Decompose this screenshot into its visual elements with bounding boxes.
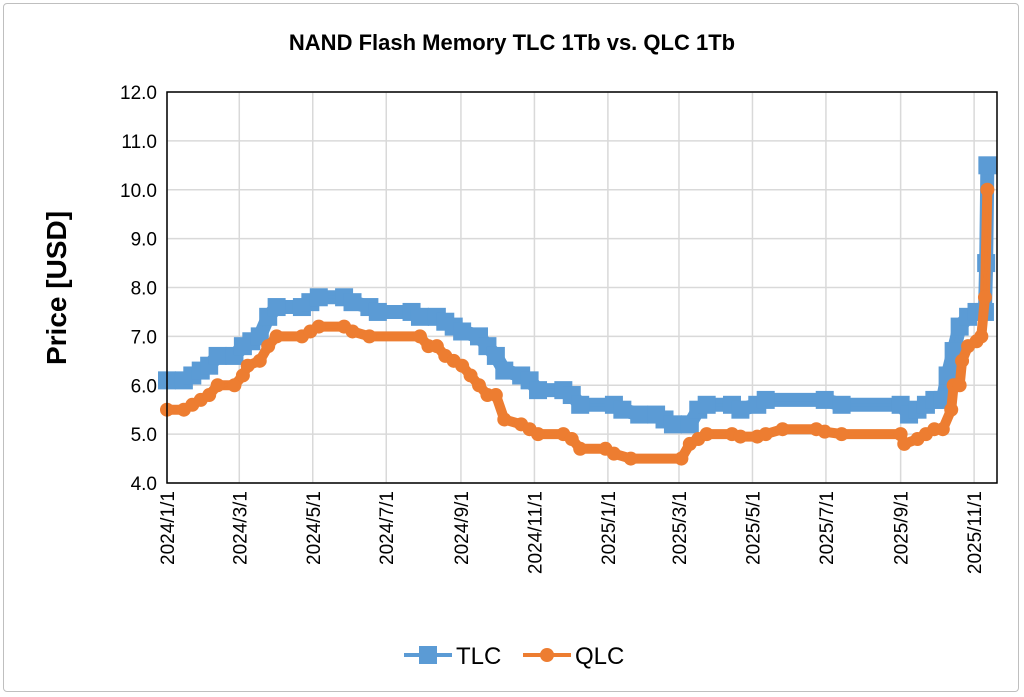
x-tick-labels: 2024/1/1 2024/3/1 2024/5/1 2024/7/1 2024/9/1… bbox=[158, 491, 986, 574]
data-point-qlc bbox=[980, 182, 995, 197]
x-tick-label: 2024/11/1 bbox=[525, 491, 546, 574]
data-point-qlc bbox=[834, 427, 849, 442]
data-point-qlc bbox=[210, 378, 225, 393]
y-tick-label: 12.0 bbox=[120, 83, 157, 104]
y-tick-label: 11.0 bbox=[121, 132, 157, 153]
data-point-qlc bbox=[758, 427, 773, 442]
legend-tlc-label: TLC bbox=[456, 643, 501, 670]
y-tick-label: 10.0 bbox=[120, 181, 157, 202]
data-point-qlc bbox=[488, 388, 503, 403]
data-point-qlc bbox=[531, 427, 546, 442]
data-point-tlc bbox=[756, 390, 775, 409]
data-point-tlc bbox=[410, 307, 429, 326]
y-tick-label: 7.0 bbox=[131, 327, 157, 348]
data-point-qlc bbox=[733, 429, 748, 444]
legend: TLC QLC bbox=[404, 643, 624, 670]
x-tick-label: 2025/9/1 bbox=[892, 491, 913, 565]
data-point-qlc bbox=[935, 422, 950, 437]
data-point-qlc bbox=[606, 446, 621, 461]
data-point-qlc bbox=[952, 378, 967, 393]
x-tick-label: 2024/5/1 bbox=[304, 491, 325, 565]
data-point-tlc bbox=[495, 361, 514, 380]
data-point-tlc bbox=[613, 400, 632, 419]
x-tick-label: 2024/9/1 bbox=[452, 491, 473, 565]
legend-qlc-label: QLC bbox=[575, 643, 624, 670]
data-point-qlc bbox=[564, 432, 579, 447]
x-tick-label: 2024/1/1 bbox=[158, 491, 179, 565]
data-point-qlc bbox=[429, 339, 444, 354]
series-tlc bbox=[158, 156, 997, 434]
data-point-qlc bbox=[252, 353, 267, 368]
data-point-tlc bbox=[680, 415, 699, 434]
x-tick-label: 2025/3/1 bbox=[670, 491, 691, 565]
legend-item-tlc: TLC bbox=[404, 643, 501, 670]
data-point-tlc bbox=[529, 381, 548, 400]
data-point-tlc bbox=[453, 322, 472, 341]
x-tick-label: 2025/5/1 bbox=[743, 491, 764, 565]
data-point-qlc bbox=[261, 339, 276, 354]
legend-tlc-marker bbox=[419, 646, 437, 664]
x-tick-label: 2024/7/1 bbox=[377, 491, 398, 565]
data-point-qlc bbox=[674, 451, 689, 466]
y-tick-label: 5.0 bbox=[131, 425, 157, 446]
y-tick-label: 6.0 bbox=[131, 376, 157, 397]
data-point-qlc bbox=[817, 424, 832, 439]
data-point-qlc bbox=[955, 353, 970, 368]
data-point-qlc bbox=[974, 329, 989, 344]
data-point-qlc bbox=[497, 412, 512, 427]
x-tick-label: 2025/1/1 bbox=[599, 491, 620, 565]
gridlines bbox=[166, 91, 997, 484]
y-tick-label: 9.0 bbox=[131, 230, 157, 251]
data-point-tlc bbox=[486, 346, 505, 365]
y-tick-labels: 4.0 5.0 6.0 7.0 8.0 9.0 10.0 11.0 12.0 bbox=[120, 83, 157, 495]
legend-item-qlc: QLC bbox=[523, 643, 624, 670]
series-layer bbox=[158, 156, 997, 466]
data-point-qlc bbox=[897, 436, 912, 451]
data-point-qlc bbox=[412, 329, 427, 344]
data-point-tlc bbox=[309, 288, 328, 307]
x-tick-label: 2025/11/1 bbox=[965, 491, 986, 574]
data-point-qlc bbox=[362, 329, 377, 344]
data-point-qlc bbox=[463, 368, 478, 383]
data-point-tlc bbox=[697, 395, 716, 414]
data-point-qlc bbox=[472, 378, 487, 393]
data-point-qlc bbox=[699, 427, 714, 442]
data-point-qlc bbox=[240, 358, 255, 373]
data-point-qlc bbox=[775, 422, 790, 437]
data-point-qlc bbox=[227, 378, 242, 393]
chart-frame bbox=[3, 3, 1019, 692]
data-point-tlc bbox=[630, 405, 649, 424]
series-line-qlc bbox=[162, 184, 993, 464]
data-point-tlc bbox=[208, 346, 227, 365]
legend-qlc-marker bbox=[540, 648, 554, 662]
data-point-tlc bbox=[663, 415, 682, 434]
chart-title: NAND Flash Memory TLC 1Tb vs. QLC 1Tb bbox=[289, 30, 735, 55]
data-point-qlc bbox=[269, 329, 284, 344]
series-connector-qlc bbox=[167, 189, 989, 461]
x-tick-label: 2025/7/1 bbox=[817, 491, 838, 565]
data-point-qlc bbox=[202, 388, 217, 403]
data-point-tlc bbox=[815, 390, 834, 409]
data-point-qlc bbox=[944, 402, 959, 417]
data-point-tlc bbox=[731, 400, 750, 419]
data-point-qlc bbox=[977, 290, 992, 305]
plot-border bbox=[166, 91, 998, 484]
data-point-qlc bbox=[311, 319, 326, 334]
y-tick-label: 4.0 bbox=[131, 474, 157, 495]
data-point-qlc bbox=[455, 358, 470, 373]
data-point-tlc bbox=[832, 395, 851, 414]
data-point-qlc bbox=[345, 324, 360, 339]
data-point-qlc bbox=[623, 451, 638, 466]
data-point-tlc bbox=[571, 395, 590, 414]
data-point-tlc bbox=[267, 298, 286, 317]
x-tick-label: 2024/3/1 bbox=[230, 491, 251, 565]
data-point-tlc bbox=[343, 293, 362, 312]
y-axis-label: Price [USD] bbox=[41, 211, 72, 365]
data-point-tlc bbox=[978, 156, 997, 175]
data-point-tlc bbox=[368, 302, 387, 321]
series-qlc bbox=[160, 182, 995, 466]
data-point-qlc bbox=[573, 441, 588, 456]
y-tick-label: 8.0 bbox=[131, 279, 157, 300]
